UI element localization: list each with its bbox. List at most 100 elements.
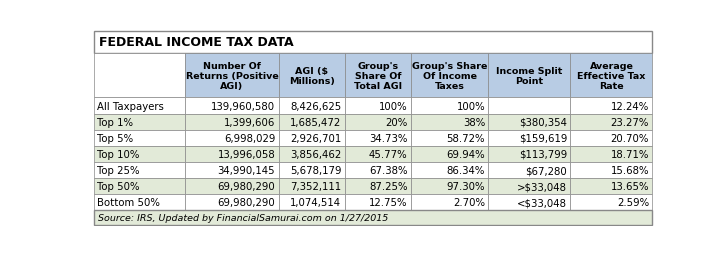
Bar [411,54,488,98]
Bar [411,195,488,211]
Text: All Taxpayers: All Taxpayers [98,101,164,111]
Text: Top 10%: Top 10% [98,149,140,159]
Text: Source: IRS, Updated by FinancialSamurai.com on 1/27/2015: Source: IRS, Updated by FinancialSamurai… [98,213,389,222]
Bar [488,130,571,146]
Bar [185,162,279,179]
Bar [279,98,345,114]
Bar [571,114,652,130]
Text: FEDERAL INCOME TAX DATA: FEDERAL INCOME TAX DATA [100,36,294,49]
Bar [571,98,652,114]
Text: 1,399,606: 1,399,606 [223,117,275,127]
Bar [345,130,411,146]
Text: 1,685,472: 1,685,472 [290,117,341,127]
Bar [94,54,185,98]
Bar [279,179,345,195]
Bar [279,195,345,211]
Bar [345,162,411,179]
Bar [94,114,185,130]
Bar [488,98,571,114]
Text: 12.24%: 12.24% [611,101,649,111]
Text: 7,352,111: 7,352,111 [290,182,341,192]
Text: 2,926,701: 2,926,701 [290,133,341,143]
Bar [279,54,345,98]
Text: 69,980,290: 69,980,290 [218,198,275,208]
Text: 15.68%: 15.68% [611,165,649,175]
Text: 69.94%: 69.94% [446,149,485,159]
Text: $380,354: $380,354 [519,117,567,127]
Text: 8,426,625: 8,426,625 [290,101,341,111]
Text: 100%: 100% [456,101,485,111]
Bar [488,162,571,179]
Bar [185,114,279,130]
Bar [279,146,345,162]
Bar [185,195,279,211]
Text: <$33,048: <$33,048 [517,198,567,208]
Bar [488,54,571,98]
Bar [488,146,571,162]
Text: 87.25%: 87.25% [369,182,408,192]
Text: 139,960,580: 139,960,580 [211,101,275,111]
Text: 58.72%: 58.72% [446,133,485,143]
Text: 20%: 20% [385,117,408,127]
Bar [94,179,185,195]
Bar [488,195,571,211]
Bar [185,146,279,162]
Text: Top 50%: Top 50% [98,182,140,192]
Text: $159,619: $159,619 [518,133,567,143]
Text: Bottom 50%: Bottom 50% [98,198,160,208]
Bar [279,130,345,146]
Bar [185,54,279,98]
Bar [94,162,185,179]
Text: $67,280: $67,280 [526,165,567,175]
Text: 13,996,058: 13,996,058 [218,149,275,159]
Text: 38%: 38% [463,117,485,127]
Bar [185,179,279,195]
Text: $113,799: $113,799 [519,149,567,159]
Bar [345,146,411,162]
Bar [279,114,345,130]
Text: 69,980,290: 69,980,290 [218,182,275,192]
Bar [411,130,488,146]
Text: 2.59%: 2.59% [617,198,649,208]
Text: AGI ($
Millions): AGI ($ Millions) [289,67,335,86]
Text: 2.70%: 2.70% [453,198,485,208]
Bar [411,179,488,195]
Bar [94,98,185,114]
Text: 12.75%: 12.75% [369,198,408,208]
Text: 34,990,145: 34,990,145 [218,165,275,175]
Text: 23.27%: 23.27% [611,117,649,127]
Text: 20.70%: 20.70% [611,133,649,143]
Text: 3,856,462: 3,856,462 [290,149,341,159]
Text: 34.73%: 34.73% [369,133,408,143]
Text: 100%: 100% [379,101,408,111]
Text: >$33,048: >$33,048 [517,182,567,192]
Bar [345,98,411,114]
Text: 18.71%: 18.71% [611,149,649,159]
Bar [411,146,488,162]
Bar [571,54,652,98]
Text: 97.30%: 97.30% [446,182,485,192]
Bar [345,179,411,195]
Text: 13.65%: 13.65% [611,182,649,192]
Text: 1,074,514: 1,074,514 [290,198,341,208]
Bar [185,130,279,146]
Text: 86.34%: 86.34% [447,165,485,175]
Bar [571,179,652,195]
Bar [411,114,488,130]
Bar [345,195,411,211]
Bar [411,98,488,114]
Bar [94,146,185,162]
Text: Group's Share
Of Income
Taxes: Group's Share Of Income Taxes [412,61,487,90]
Text: Number Of
Returns (Positive
AGI): Number Of Returns (Positive AGI) [186,61,278,90]
Bar [94,31,652,54]
Text: Top 25%: Top 25% [98,165,140,175]
Bar [94,211,652,225]
Text: Group's
Share Of
Total AGI: Group's Share Of Total AGI [354,61,402,90]
Bar [185,98,279,114]
Bar [279,162,345,179]
Bar [571,130,652,146]
Text: Average
Effective Tax
Rate: Average Effective Tax Rate [577,61,646,90]
Text: 6,998,029: 6,998,029 [223,133,275,143]
Text: Top 5%: Top 5% [98,133,133,143]
Text: 45.77%: 45.77% [369,149,408,159]
